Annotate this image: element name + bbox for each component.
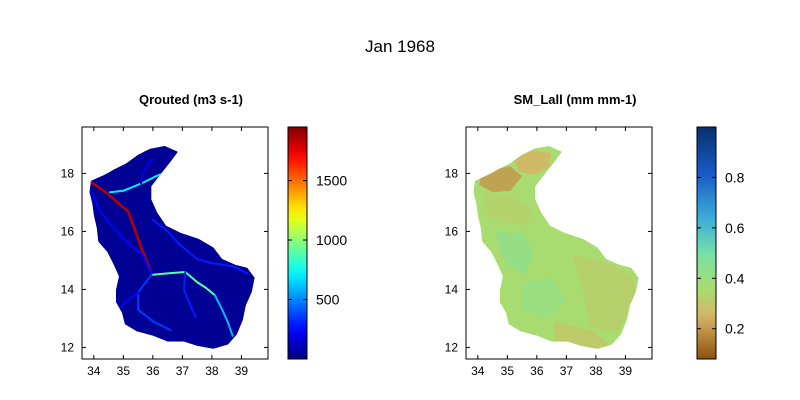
qrouted-y-axis: 12 14 16 18 bbox=[61, 166, 268, 354]
x-tick-label-38: 38 bbox=[205, 364, 219, 378]
river-5 bbox=[151, 218, 249, 275]
y-tick-label-18: 18 bbox=[61, 166, 75, 180]
y-tick-label-16: 16 bbox=[61, 224, 75, 238]
x-tick-label-36: 36 bbox=[146, 364, 160, 378]
x-tick-label-37: 37 bbox=[560, 364, 574, 378]
x-tick-label-36: 36 bbox=[530, 364, 544, 378]
x-tick-label-39: 39 bbox=[619, 364, 633, 378]
river-6 bbox=[137, 273, 172, 331]
river-2 bbox=[150, 271, 216, 297]
soil-patch-2 bbox=[483, 193, 531, 226]
x-tick-label-38: 38 bbox=[589, 364, 603, 378]
x-tick-label-35: 35 bbox=[117, 364, 131, 378]
river-4 bbox=[91, 192, 153, 276]
sm-lall-colorbar-ticks: 0.2 0.4 0.6 0.8 bbox=[697, 169, 745, 337]
colorbar-tick-label-1000: 1000 bbox=[316, 232, 347, 248]
sm-lall-patches bbox=[479, 150, 635, 349]
y-tick-label-18: 18 bbox=[445, 166, 459, 180]
qrouted-basin-background bbox=[89, 145, 255, 349]
sm-lall-panel: SM_Lall (mm mm-1) 34 35 36 37 38 39 12141618 … bbox=[445, 92, 745, 378]
qrouted-rivers bbox=[89, 155, 249, 337]
colorbar-tick-label-0.2: 0.2 bbox=[725, 321, 745, 337]
river-3 bbox=[213, 294, 234, 337]
qrouted-colorbar-ticks: 500 1000 1500 bbox=[288, 173, 347, 308]
sm-lall-axes-frame bbox=[465, 126, 653, 360]
y-tick-label-12: 12 bbox=[445, 340, 459, 354]
soil-patch-4 bbox=[522, 277, 567, 319]
x-tick-label-39: 39 bbox=[235, 364, 249, 378]
x-tick-label-35: 35 bbox=[501, 364, 515, 378]
qrouted-x-axis: 34 35 36 37 38 39 bbox=[87, 127, 248, 378]
y-tick-label-12: 12 bbox=[61, 340, 75, 354]
x-tick-label-34: 34 bbox=[87, 364, 101, 378]
colorbar-tick-label-500: 500 bbox=[316, 292, 340, 308]
river-9 bbox=[140, 157, 154, 185]
sm-lall-y-axis: 12 14 16 18 bbox=[445, 166, 652, 354]
soil-patch-3 bbox=[495, 231, 534, 275]
qrouted-title: Qrouted (m3 s-1) bbox=[139, 92, 243, 107]
colorbar-tick-label-0.4: 0.4 bbox=[725, 270, 745, 286]
sm-lall-colorbar bbox=[696, 126, 717, 360]
x-tick-label-34: 34 bbox=[471, 364, 485, 378]
figure-title: Jan 1968 bbox=[365, 37, 435, 56]
y-tick-label-14: 14 bbox=[61, 282, 75, 296]
colorbar-tick-label-0.6: 0.6 bbox=[725, 220, 745, 236]
river-0 bbox=[89, 180, 153, 277]
colorbar-tick-label-0.8: 0.8 bbox=[725, 169, 745, 185]
qrouted-panel: Qrouted (m3 s-1) 34 35 36 37 38 39 12 14 16 18 5… bbox=[61, 92, 348, 378]
qrouted-axes-frame bbox=[81, 126, 269, 360]
soil-patch-5 bbox=[572, 254, 635, 333]
x-tick-label-37: 37 bbox=[176, 364, 190, 378]
sm-lall-map bbox=[473, 145, 639, 349]
qrouted-colorbar bbox=[287, 126, 308, 360]
y-tick-label-16: 16 bbox=[445, 224, 459, 238]
sm-lall-title: SM_Lall (mm mm-1) bbox=[514, 92, 637, 107]
sm-lall-x-axis: 34 35 36 37 38 39 bbox=[471, 127, 632, 378]
y-tick-label-14: 14 bbox=[445, 282, 459, 296]
colorbar-tick-label-1500: 1500 bbox=[316, 173, 347, 189]
river-7 bbox=[182, 271, 197, 318]
qrouted-map bbox=[89, 145, 255, 349]
soil-patch-1 bbox=[513, 150, 552, 175]
